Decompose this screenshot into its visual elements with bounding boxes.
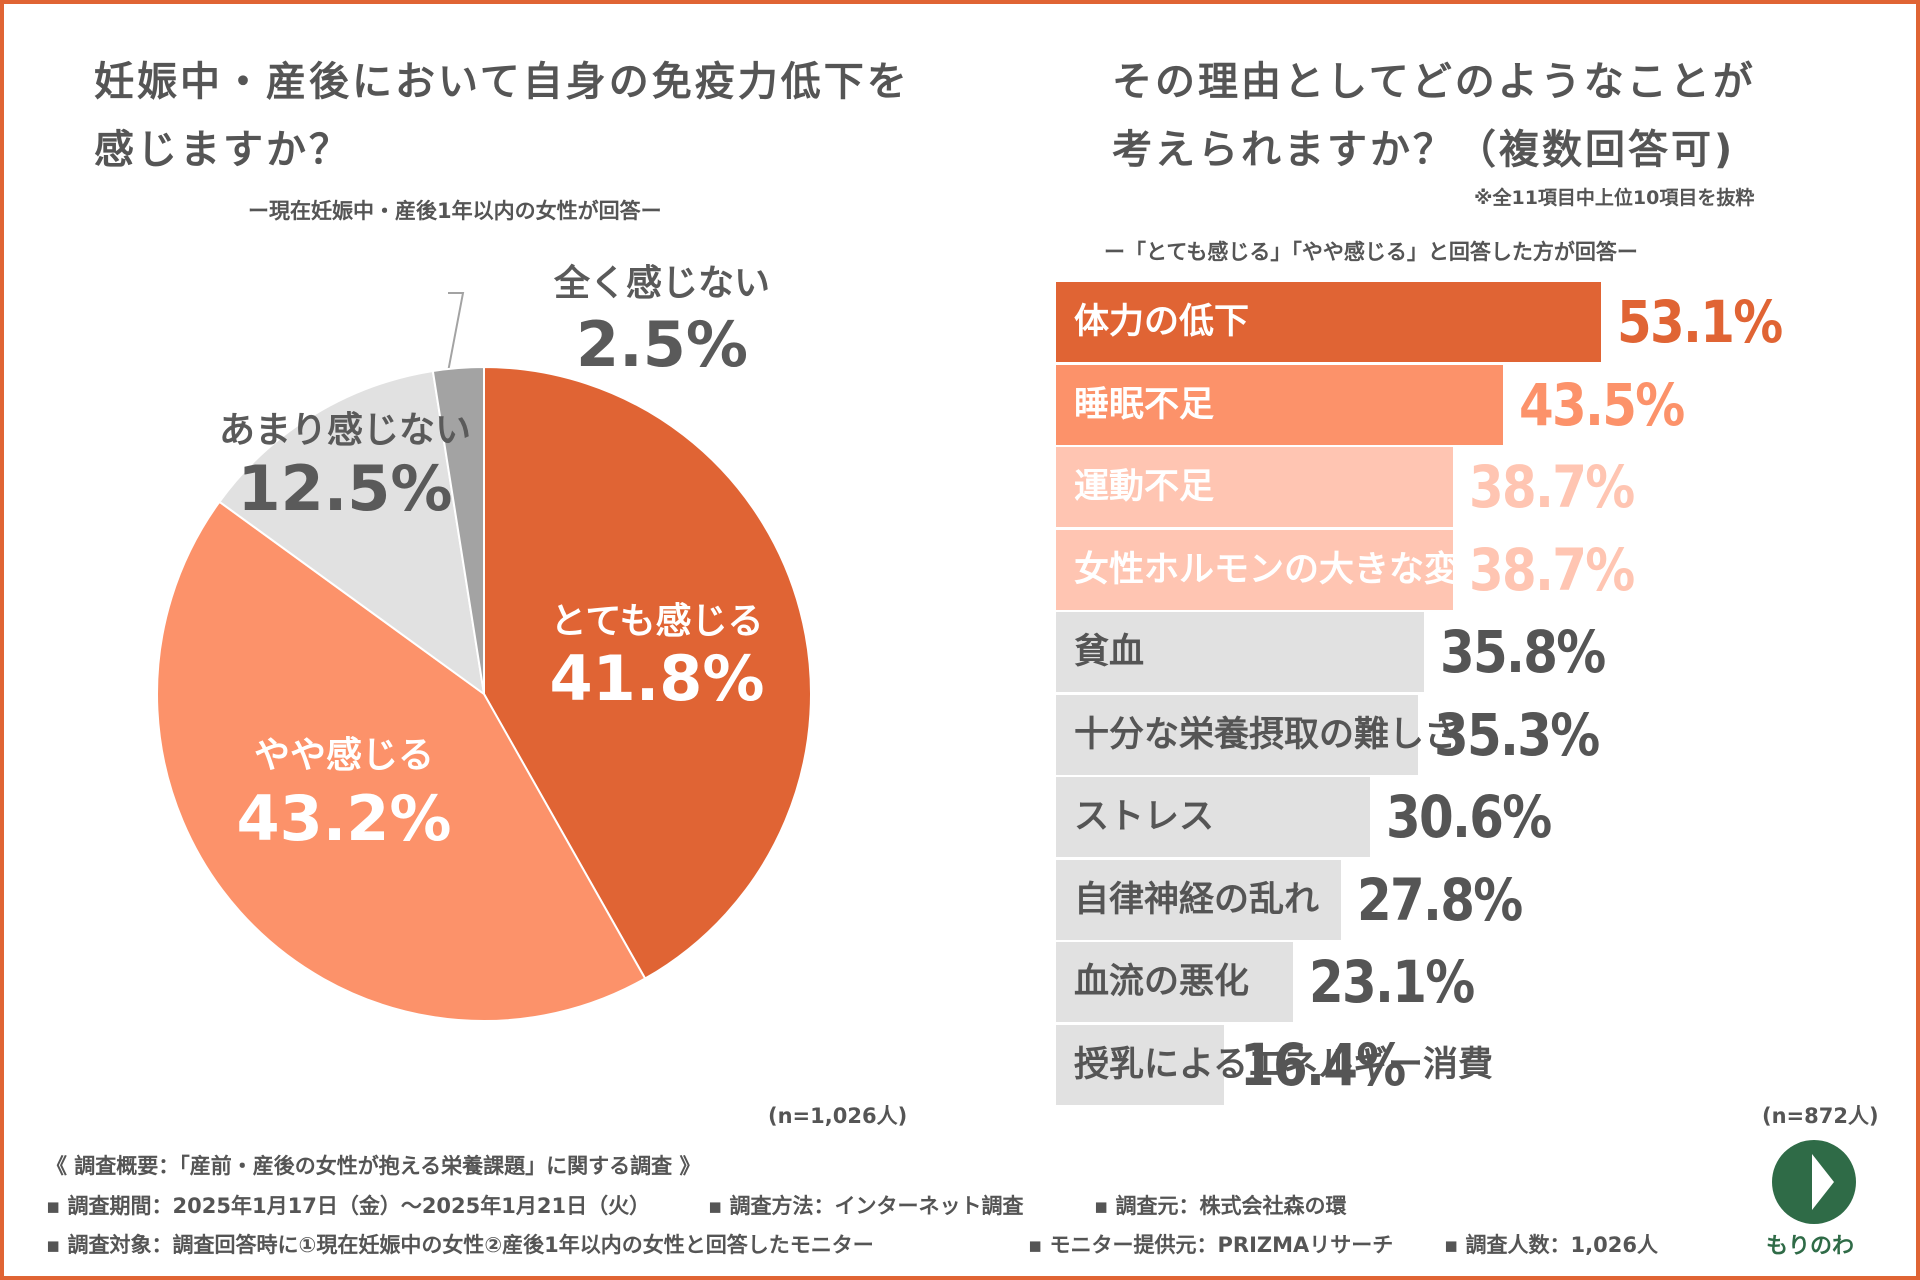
pie-leader-line — [447, 292, 465, 373]
pie-slice-label-3: あまり感じない — [219, 410, 471, 451]
footer-line1: 《 調査概要：「産前・産後の女性が抱える栄養課題」に関する調査 》 — [46, 1154, 701, 1178]
pie-slice-label-2: やや感じる — [254, 735, 434, 776]
pie-slice-value-4: 2.5% — [576, 308, 748, 381]
left-title-line2: 感じますか？ — [94, 127, 352, 173]
bar-value: 53.1% — [1617, 288, 1783, 356]
pie-slice-label-1: とても感じる — [550, 601, 763, 642]
bar-row: 運動不足 38.7% — [1056, 447, 1896, 527]
footer-count: ▪ 調査人数：1,026人 — [1444, 1233, 1658, 1257]
pie-slice-2 — [156, 500, 647, 1022]
bar-label: 授乳によるエネルギー消費 — [1074, 1045, 1493, 1085]
bar-fill — [1056, 1025, 1224, 1105]
bar-fill — [1056, 860, 1341, 940]
bar-row: 授乳によるエネルギー消費 16.4% — [1056, 1025, 1896, 1105]
left-subtitle: ー現在妊娠中・産後1年以内の女性が回答ー — [248, 199, 662, 223]
bar-value: 38.7% — [1469, 453, 1635, 521]
bar-fill — [1056, 365, 1503, 445]
right-title-line1: その理由としてどのようなことが — [1112, 59, 1756, 105]
logo-text: もりのわ — [1766, 1234, 1855, 1259]
bar-fill — [1056, 612, 1424, 692]
bar-label: 貧血 — [1074, 632, 1145, 672]
bar-label: 自律神経の乱れ — [1074, 880, 1320, 920]
right-title-line2: 考えられますか？（複数回答可) — [1112, 127, 1736, 173]
bar-row: ストレス 30.6% — [1056, 777, 1896, 857]
bar-value: 16.4% — [1240, 1031, 1406, 1099]
left-n: (n=1,026人) — [768, 1104, 908, 1128]
bar-row: 睡眠不足 43.5% — [1056, 365, 1896, 445]
bar-label: 血流の悪化 — [1074, 962, 1250, 1002]
bar-fill — [1056, 942, 1293, 1022]
bar-row: 貧血 35.8% — [1056, 612, 1896, 692]
right-n: (n=872人) — [1762, 1104, 1879, 1128]
bar-label: 睡眠不足 — [1074, 385, 1215, 425]
bar-value: 23.1% — [1309, 948, 1475, 1016]
bar-label: 女性ホルモンの大きな変化 — [1074, 550, 1495, 590]
footer-target: ▪ 調査対象：調査回答時に①現在妊娠中の女性②産後1年以内の女性と回答したモニタ… — [46, 1233, 874, 1257]
pie-slice-3 — [218, 369, 486, 697]
pie-slice-4 — [431, 365, 485, 695]
bar-row: 十分な栄養摂取の難しさ 35.3% — [1056, 695, 1896, 775]
bar-row: 体力の低下 53.1% — [1056, 282, 1896, 362]
right-note: ※全11項目中上位10項目を抜粋 — [1474, 187, 1755, 209]
bar-value: 38.7% — [1469, 536, 1635, 604]
footer-source: ▪ 調査元：株式会社森の環 — [1094, 1194, 1347, 1218]
bar-value: 43.5% — [1519, 371, 1685, 439]
bar-fill — [1056, 530, 1453, 610]
bar-fill — [1056, 447, 1453, 527]
footer-provider: ▪ モニター提供元：PRIZMAリサーチ — [1028, 1233, 1394, 1257]
pie-slice-1 — [483, 365, 812, 980]
logo-icon — [1772, 1140, 1856, 1224]
bar-row: 自律神経の乱れ 27.8% — [1056, 860, 1896, 940]
bar-fill — [1056, 695, 1418, 775]
bar-label: 十分な栄養摂取の難しさ — [1074, 715, 1460, 755]
bar-label: 体力の低下 — [1074, 302, 1250, 342]
pie-slice-value-2: 43.2% — [236, 782, 451, 855]
pie-slice-value-1: 41.8% — [549, 642, 764, 715]
bar-label: 運動不足 — [1074, 467, 1215, 507]
bar-fill — [1056, 777, 1370, 857]
pie-slice-value-3: 12.5% — [237, 452, 452, 525]
bar-value: 27.8% — [1357, 866, 1523, 934]
bar-value: 35.8% — [1440, 618, 1606, 686]
footer-period: ▪ 調査期間：2025年1月17日（金）〜2025年1月21日（火） — [46, 1194, 651, 1218]
left-title: 妊娠中・産後において自身の免疫力低下を 感じますか？ — [94, 48, 910, 184]
footer-method: ▪ 調査方法：インターネット調査 — [708, 1194, 1024, 1218]
bar-fill — [1056, 282, 1601, 362]
right-title: その理由としてどのようなことが 考えられますか？（複数回答可) — [1112, 48, 1756, 184]
right-subtitle: ー「とても感じる」「やや感じる」と回答した方が回答ー — [1104, 240, 1638, 264]
bar-value: 35.3% — [1434, 701, 1600, 769]
bar-row: 血流の悪化 23.1% — [1056, 942, 1896, 1022]
bar-value: 30.6% — [1386, 783, 1552, 851]
left-title-line1: 妊娠中・産後において自身の免疫力低下を — [94, 59, 910, 105]
bar-row: 女性ホルモンの大きな変化 38.7% — [1056, 530, 1896, 610]
pie-slice-label-4: 全く感じない — [553, 262, 770, 304]
bar-label: ストレス — [1074, 797, 1215, 837]
